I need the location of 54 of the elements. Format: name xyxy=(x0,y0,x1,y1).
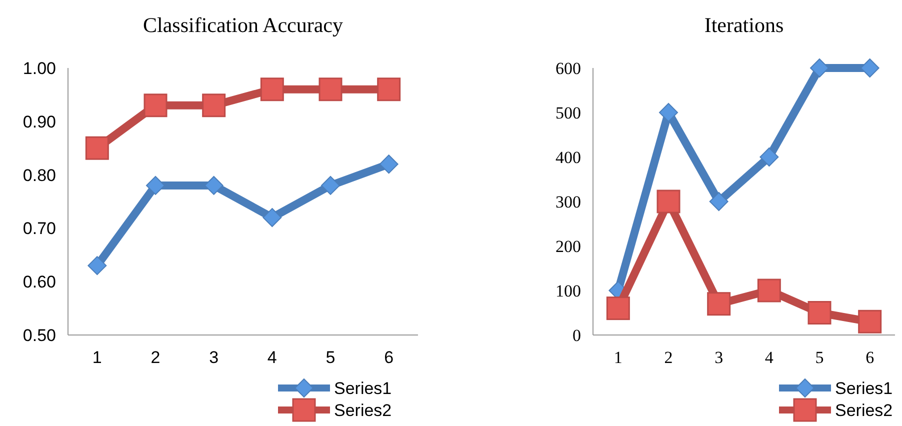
point xyxy=(85,136,109,160)
y-tick-label: 500 xyxy=(556,103,581,122)
legend-label: Series2 xyxy=(334,400,392,420)
x-tick-label: 3 xyxy=(209,348,219,367)
y-tick-label: 0.50 xyxy=(22,326,56,345)
y-tick-label: 400 xyxy=(556,148,581,167)
point xyxy=(606,296,630,320)
chart-title: Classification Accuracy xyxy=(142,13,344,37)
y-tick-label: 0.70 xyxy=(22,219,56,238)
x-tick-label: 3 xyxy=(714,348,724,367)
x-tick-label: 1 xyxy=(92,348,102,367)
x-tick-label: 6 xyxy=(384,348,394,367)
legend-label: Series1 xyxy=(835,378,893,398)
point xyxy=(88,256,107,276)
legend-label: Series1 xyxy=(334,378,392,398)
point xyxy=(757,278,781,302)
point xyxy=(260,78,284,102)
x-tick-label: 4 xyxy=(267,348,277,367)
point xyxy=(377,78,401,102)
point xyxy=(709,192,728,211)
point xyxy=(808,301,832,324)
point xyxy=(760,148,779,166)
y-tick-label: 1.00 xyxy=(22,58,56,78)
point xyxy=(321,176,340,195)
x-tick-label: 6 xyxy=(866,348,874,367)
point xyxy=(146,176,165,195)
y-tick-label: 300 xyxy=(556,192,581,212)
legend-label: Series2 xyxy=(835,400,893,420)
y-tick-label: 600 xyxy=(556,58,581,78)
point xyxy=(202,94,226,118)
point xyxy=(659,103,678,122)
point xyxy=(262,208,282,228)
x-tick-label: 5 xyxy=(815,348,824,367)
y-tick-label: 0.90 xyxy=(22,112,56,132)
y-tick-label: 0.60 xyxy=(22,272,56,292)
x-tick-label: 5 xyxy=(326,348,336,367)
point xyxy=(656,190,680,214)
point xyxy=(318,78,342,102)
y-tick-label: 200 xyxy=(556,236,581,256)
point xyxy=(707,292,731,316)
x-tick-label: 2 xyxy=(664,348,673,367)
y-tick-label: 0.80 xyxy=(22,166,56,185)
x-tick-label: 2 xyxy=(150,348,160,367)
point xyxy=(144,94,168,118)
chart-title: Iterations xyxy=(704,13,784,37)
point xyxy=(810,58,829,78)
x-tick-label: 4 xyxy=(764,348,774,367)
y-tick-label: 100 xyxy=(556,281,581,300)
point xyxy=(858,310,882,334)
point xyxy=(860,58,880,78)
x-tick-label: 1 xyxy=(614,348,622,367)
point xyxy=(204,176,224,195)
point xyxy=(379,154,398,174)
y-tick-label: 0 xyxy=(572,326,581,345)
